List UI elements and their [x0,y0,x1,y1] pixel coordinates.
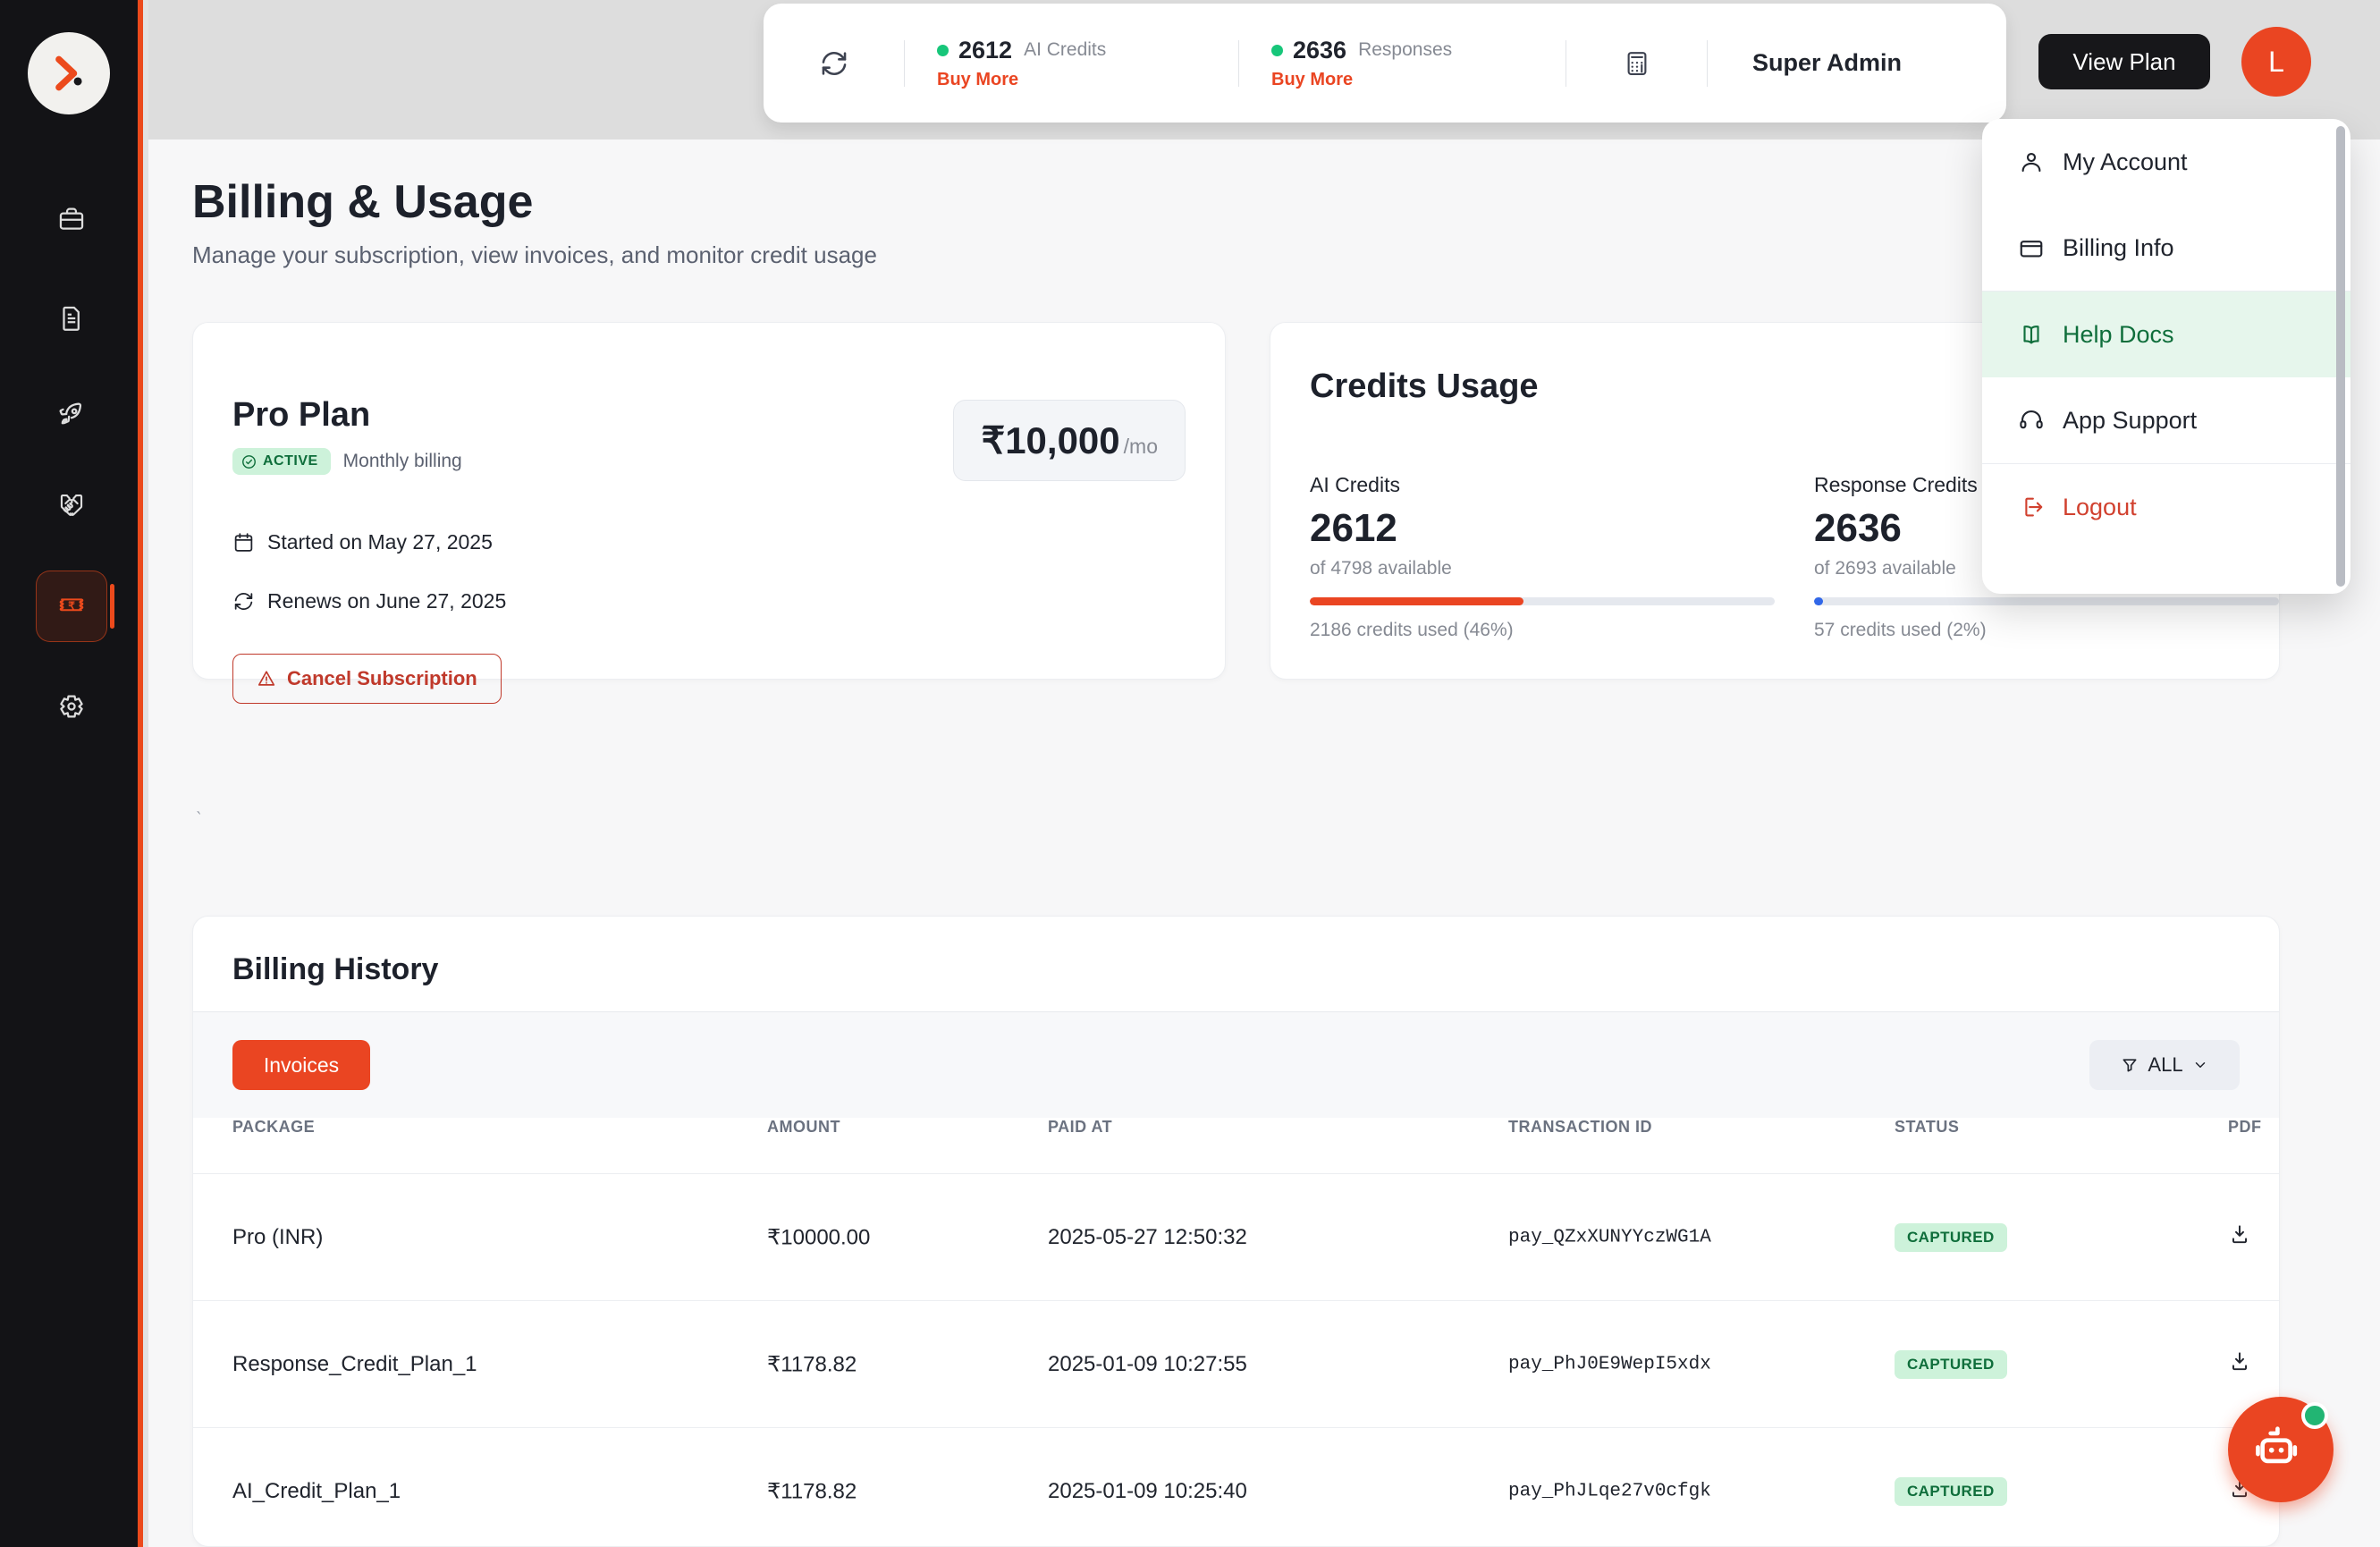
svg-text:₹: ₹ [68,600,75,613]
